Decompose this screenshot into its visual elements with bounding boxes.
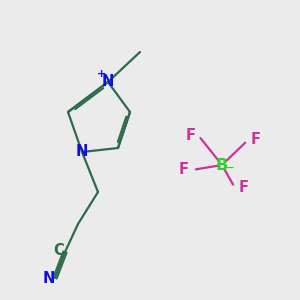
- Text: F: F: [238, 181, 248, 196]
- Text: N: N: [102, 74, 114, 89]
- Text: F: F: [185, 128, 196, 142]
- Text: +: +: [97, 69, 106, 79]
- Text: N: N: [43, 271, 55, 286]
- Text: B: B: [216, 158, 228, 172]
- Text: N: N: [76, 145, 88, 160]
- Text: F: F: [250, 133, 260, 148]
- Text: F: F: [178, 163, 189, 178]
- Text: −: −: [226, 163, 235, 173]
- Text: C: C: [54, 243, 64, 258]
